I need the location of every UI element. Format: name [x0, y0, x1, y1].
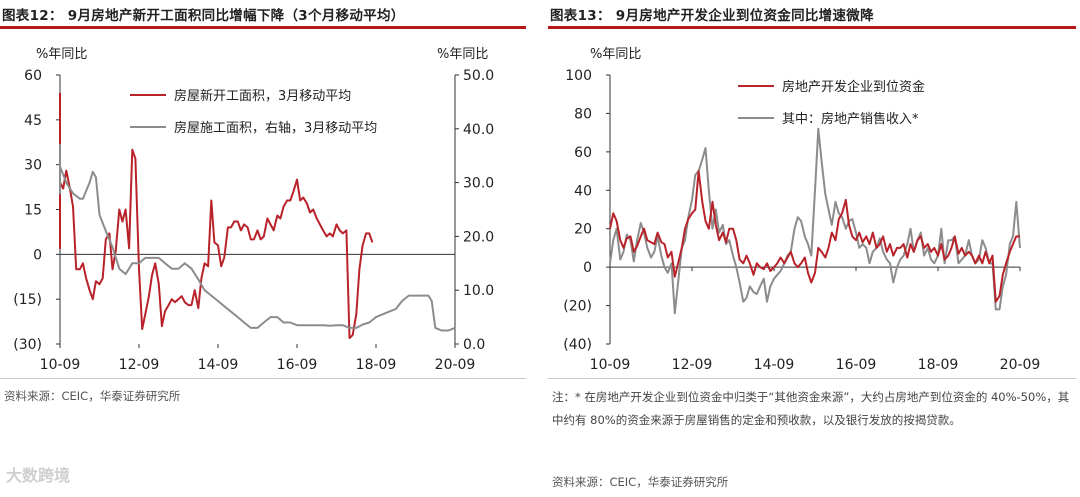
- y-tick-label-right: 50.0: [463, 68, 494, 84]
- legend-label: 房屋新开工面积，3月移动平均: [174, 88, 351, 104]
- y-tick-label: 60: [574, 145, 592, 161]
- y-tick-label-right: 30.0: [463, 176, 494, 192]
- x-tick-label: 14-09: [754, 357, 795, 373]
- y-tick-label: (40): [563, 337, 592, 353]
- title-rule: [548, 26, 1076, 29]
- y-tick-label-left: (15): [13, 292, 42, 308]
- x-tick-label: 12-09: [119, 357, 160, 373]
- x-tick-label: 12-09: [672, 357, 713, 373]
- footer-rule: [0, 378, 526, 379]
- x-tick-label: 10-09: [590, 357, 631, 373]
- y-tick-label: (20): [563, 299, 592, 315]
- x-tick-label: 16-09: [277, 357, 318, 373]
- y-tick-label: 100: [565, 68, 592, 84]
- y-tick-label-left: (30): [13, 337, 42, 353]
- y-tick-label-left: 30: [24, 158, 42, 174]
- x-tick-label: 18-09: [918, 357, 959, 373]
- legend-label: 房屋施工面积，右轴，3月移动平均: [174, 120, 377, 136]
- x-tick-label: 20-09: [1000, 357, 1041, 373]
- left-chart-svg: %年同比 %年同比 60 45 30 15 0 (15) (30) 50.0 40.0 30.0 20.…: [13, 47, 494, 373]
- y-tick-label-left: 0: [33, 247, 42, 263]
- y-tick-label-left: 15: [24, 203, 42, 219]
- y-tick-label-right: 20.0: [463, 229, 494, 245]
- y-tick-label-left: 60: [24, 68, 42, 84]
- y-tick-label: 40: [574, 183, 592, 199]
- y-axis-label-left: %年同比: [36, 47, 87, 62]
- left-source: 资料来源：CEIC，华泰证券研究所: [4, 389, 181, 403]
- x-tick-label: 10-09: [40, 357, 81, 373]
- y-tick-label: 20: [574, 222, 592, 238]
- left-chart-title: 图表12： 9月房地产新开工面积同比增幅下降（3个月移动平均）: [2, 8, 405, 24]
- y-tick-label-right: 10.0: [463, 283, 494, 299]
- y-tick-label-left: 45: [24, 113, 42, 129]
- y-tick-label: 80: [574, 106, 592, 122]
- title-rule: [0, 26, 526, 29]
- series-line-under-construction: [59, 143, 456, 332]
- y-axis-label: %年同比: [590, 47, 641, 62]
- series-line-new-starts: [59, 92, 374, 339]
- y-tick-label-right: 40.0: [463, 122, 494, 138]
- legend-label: 房地产开发企业到位资金: [782, 79, 925, 95]
- y-axis-label-right: %年同比: [437, 47, 488, 62]
- x-tick-label: 20-09: [435, 357, 476, 373]
- right-chart-svg: %年同比 100 80 60 40 20 0 (20) (40) 10-09 12-09 14-09 1…: [563, 47, 1041, 373]
- left-chart-panel: 图表12： 9月房地产新开工面积同比增幅下降（3个月移动平均） %年同比 %年同比…: [0, 0, 530, 497]
- x-tick-label: 18-09: [356, 357, 397, 373]
- y-tick-label-right: 0.0: [463, 337, 485, 353]
- right-chart-panel: 图表13： 9月房地产开发企业到位资金同比增速微降 %年同比 100 80 60 40 2…: [548, 0, 1080, 497]
- x-tick-label: 16-09: [836, 357, 877, 373]
- footer-rule: [548, 378, 1076, 379]
- right-note: 注：* 在房地产开发企业到位资金中归类于“其他资金来源”，大约占房地产到位资金的…: [552, 390, 1070, 427]
- x-tick-label: 14-09: [198, 357, 239, 373]
- right-chart-title: 图表13： 9月房地产开发企业到位资金同比增速微降: [550, 8, 874, 24]
- series-line-funds-in-place: [609, 170, 1020, 303]
- legend-label: 其中：房地产销售收入*: [782, 111, 919, 127]
- watermark-logo: 大数跨境: [6, 466, 71, 485]
- y-tick-label: 0: [583, 260, 592, 276]
- right-source: 资料来源：CEIC，华泰证券研究所: [552, 475, 729, 489]
- series-line-sales-receipts: [609, 127, 1021, 315]
